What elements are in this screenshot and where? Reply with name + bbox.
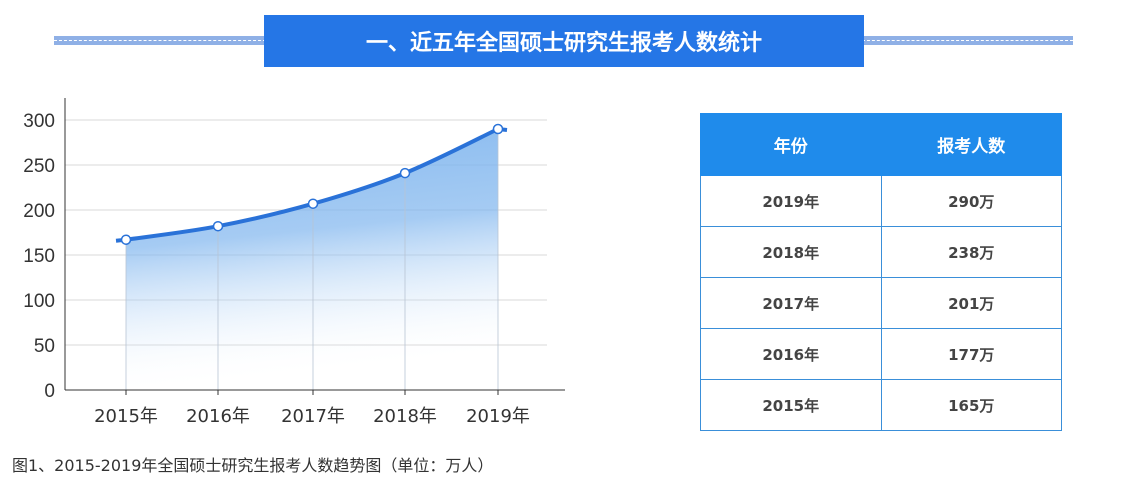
cell-year: 2016年 bbox=[700, 328, 882, 380]
table-row: 2019年 290万 bbox=[700, 175, 1062, 227]
chart-caption: 图1、2015-2019年全国硕士研究生报考人数趋势图（单位：万人） bbox=[12, 456, 494, 475]
y-tick-label: 50 bbox=[34, 336, 55, 357]
x-tick-label: 2018年 bbox=[373, 406, 437, 427]
section-title: 一、近五年全国硕士研究生报考人数统计 bbox=[264, 15, 864, 67]
cell-count: 290万 bbox=[880, 175, 1062, 227]
area-fill bbox=[126, 129, 498, 390]
data-point bbox=[399, 167, 411, 179]
header-year: 年份 bbox=[700, 113, 882, 176]
cell-count: 177万 bbox=[880, 328, 1062, 380]
data-point bbox=[120, 234, 132, 245]
y-tick-label: 100 bbox=[23, 291, 55, 312]
y-tick-label: 250 bbox=[23, 156, 55, 177]
y-tick-label: 0 bbox=[44, 381, 55, 402]
data-table: 年份 报考人数 2019年 290万 2018年 238万 2017年 201万 20… bbox=[700, 113, 1062, 431]
data-point bbox=[492, 123, 504, 135]
cell-year: 2018年 bbox=[700, 226, 882, 278]
y-tick-label: 300 bbox=[23, 111, 55, 132]
cell-count: 165万 bbox=[880, 379, 1062, 431]
cell-count: 201万 bbox=[880, 277, 1062, 329]
data-point bbox=[212, 220, 224, 232]
table-row: 2016年 177万 bbox=[700, 328, 1062, 380]
x-tick-label: 2017年 bbox=[281, 406, 345, 427]
cell-year: 2015年 bbox=[700, 379, 882, 431]
table-row: 2015年 165万 bbox=[700, 379, 1062, 431]
cell-year: 2017年 bbox=[700, 277, 882, 329]
x-tick-label: 2016年 bbox=[186, 406, 250, 427]
cell-count: 238万 bbox=[880, 226, 1062, 278]
trend-chart: 0 50 100 150 200 250 300 2015年 2016年 2017年 2018年 20… bbox=[23, 98, 565, 427]
header-count: 报考人数 bbox=[880, 113, 1062, 176]
cell-year: 2019年 bbox=[700, 175, 882, 227]
header-line-left bbox=[54, 36, 266, 45]
x-tick-label: 2015年 bbox=[94, 406, 158, 427]
data-point bbox=[307, 198, 319, 209]
y-tick-label: 150 bbox=[23, 246, 55, 267]
table-row: 2017年 201万 bbox=[700, 277, 1062, 329]
table-row: 2018年 238万 bbox=[700, 226, 1062, 278]
y-tick-label: 200 bbox=[23, 201, 55, 222]
x-tick-label: 2019年 bbox=[466, 406, 530, 427]
header-line-right bbox=[862, 36, 1073, 45]
